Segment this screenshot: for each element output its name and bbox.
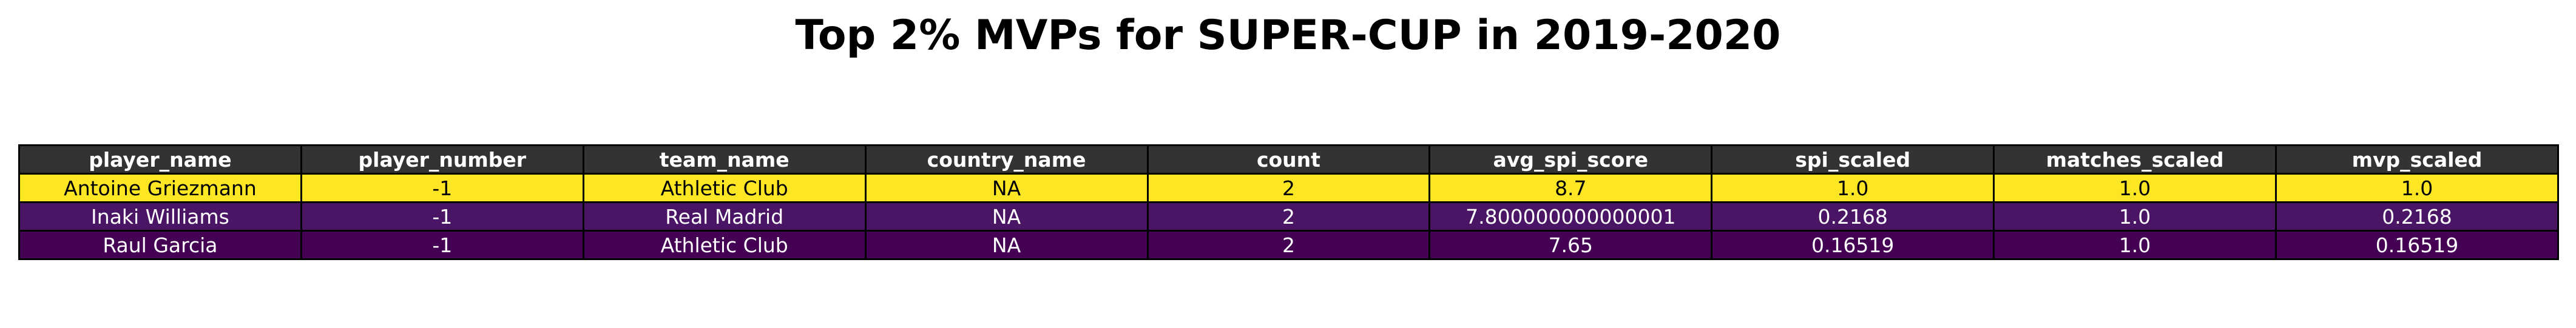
table-cell-mvp-scaled: 0.2168 <box>2275 201 2559 232</box>
table-cell-player-name: Raul Garcia <box>18 230 302 260</box>
table-cell-player-number: -1 <box>300 173 584 203</box>
column-header-team-name: team_name <box>582 144 867 175</box>
table-cell-matches-scaled: 1.0 <box>1993 201 2277 232</box>
table-cell-player-name: Inaki Williams <box>18 201 302 232</box>
table-cell-avg-spi-score: 7.65 <box>1428 230 1713 260</box>
table-cell-avg-spi-score: 8.7 <box>1428 173 1713 203</box>
table-cell-player-number: -1 <box>300 230 584 260</box>
column-header-player-name: player_name <box>18 144 302 175</box>
table-cell-count: 2 <box>1146 230 1431 260</box>
table-cell-country-name: NA <box>864 230 1149 260</box>
table-row: Raul Garcia -1 Athletic Club NA 2 7.65 0.16519… <box>18 230 2559 260</box>
table-cell-spi-scaled: 0.16519 <box>1711 230 1995 260</box>
chart-title: Top 2% MVPs for SUPER-CUP in 2019-2020 <box>795 12 1781 59</box>
mvp-table: player_name player_number team_name country… <box>18 144 2559 260</box>
table-cell-count: 2 <box>1146 201 1431 232</box>
table-cell-player-name: Antoine Griezmann <box>18 173 302 203</box>
table-cell-player-number: -1 <box>300 201 584 232</box>
column-header-count: count <box>1146 144 1431 175</box>
table-cell-spi-scaled: 0.2168 <box>1711 201 1995 232</box>
table-cell-count: 2 <box>1146 173 1431 203</box>
table-cell-matches-scaled: 1.0 <box>1993 230 2277 260</box>
table-cell-country-name: NA <box>864 173 1149 203</box>
table-cell-country-name: NA <box>864 201 1149 232</box>
table-row: Inaki Williams -1 Real Madrid NA 2 7.80000000… <box>18 201 2559 232</box>
table-row: Antoine Griezmann -1 Athletic Club NA 2 8.7 1.… <box>18 173 2559 203</box>
column-header-avg-spi-score: avg_spi_score <box>1428 144 1713 175</box>
table-body: Antoine Griezmann -1 Athletic Club NA 2 8.7 1.… <box>18 173 2559 260</box>
column-header-country-name: country_name <box>864 144 1149 175</box>
table-cell-team-name: Athletic Club <box>582 230 867 260</box>
table-cell-mvp-scaled: 0.16519 <box>2275 230 2559 260</box>
table-cell-avg-spi-score: 7.800000000000001 <box>1428 201 1713 232</box>
table-cell-matches-scaled: 1.0 <box>1993 173 2277 203</box>
table-cell-team-name: Athletic Club <box>582 173 867 203</box>
table-cell-mvp-scaled: 1.0 <box>2275 173 2559 203</box>
table-header: player_name player_number team_name country… <box>18 144 2559 175</box>
column-header-player-number: player_number <box>300 144 584 175</box>
table-cell-team-name: Real Madrid <box>582 201 867 232</box>
column-header-spi-scaled: spi_scaled <box>1711 144 1995 175</box>
table-cell-spi-scaled: 1.0 <box>1711 173 1995 203</box>
column-header-matches-scaled: matches_scaled <box>1993 144 2277 175</box>
column-header-mvp-scaled: mvp_scaled <box>2275 144 2559 175</box>
header-row: player_name player_number team_name country… <box>18 144 2559 175</box>
